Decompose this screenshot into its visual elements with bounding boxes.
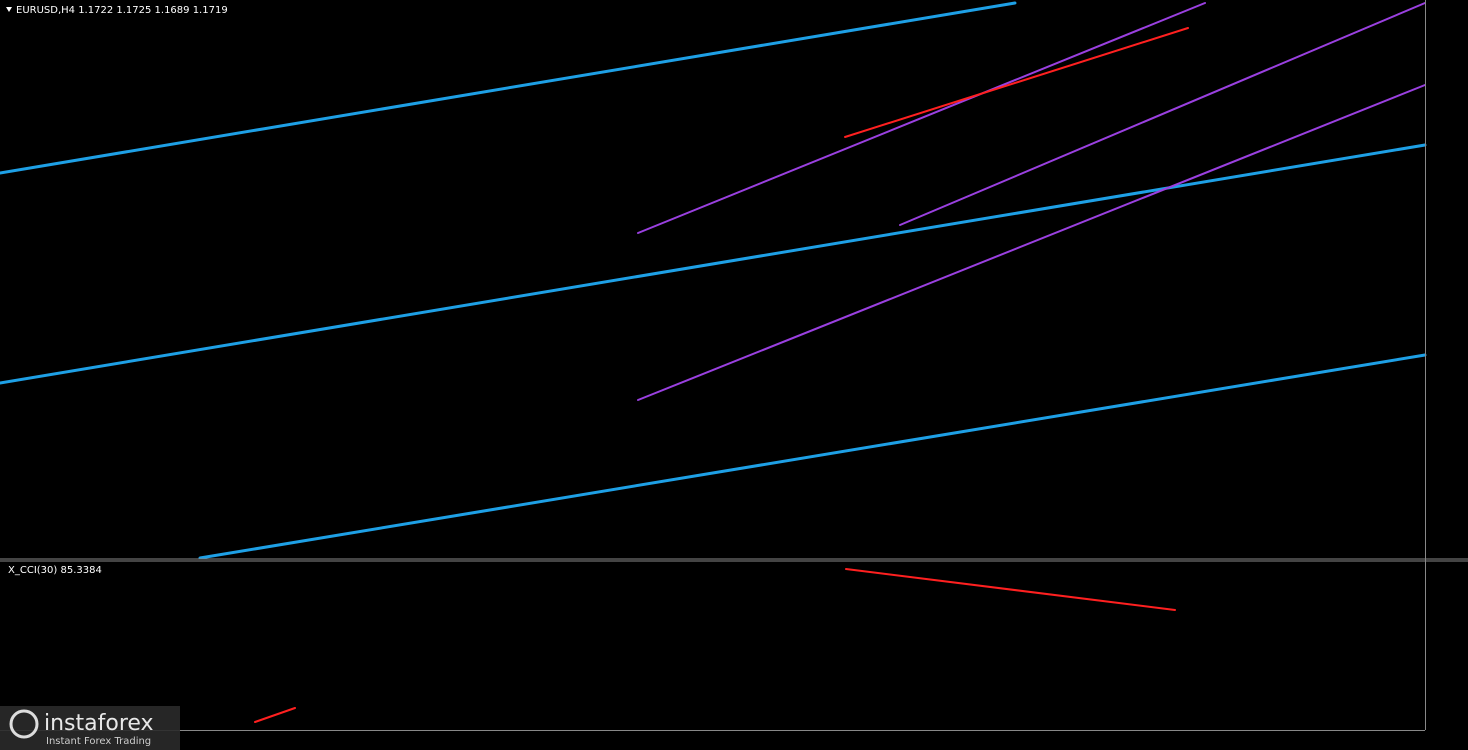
trend-lines bbox=[0, 1, 1427, 723]
watermark: instaforex Instant Forex Trading bbox=[0, 706, 180, 750]
divergence-line bbox=[254, 707, 296, 723]
brand: instaforex bbox=[44, 711, 154, 736]
trend-line bbox=[198, 353, 1427, 560]
trend-line bbox=[0, 143, 1427, 385]
menu-arrow[interactable] bbox=[6, 7, 12, 12]
indicator-title: X_CCI(30) 85.3384 bbox=[8, 565, 102, 576]
channel-line bbox=[637, 2, 1206, 234]
resistance-line bbox=[844, 27, 1189, 138]
channel-line bbox=[899, 2, 1426, 226]
logo-icon bbox=[9, 709, 39, 739]
chart-title: EURUSD,H4 1.1722 1.1725 1.1689 1.1719 bbox=[16, 5, 228, 16]
divergence-line bbox=[845, 568, 1176, 611]
trend-line bbox=[0, 1, 1017, 175]
channel-line bbox=[637, 84, 1426, 401]
slogan: Instant Forex Trading bbox=[46, 736, 151, 747]
